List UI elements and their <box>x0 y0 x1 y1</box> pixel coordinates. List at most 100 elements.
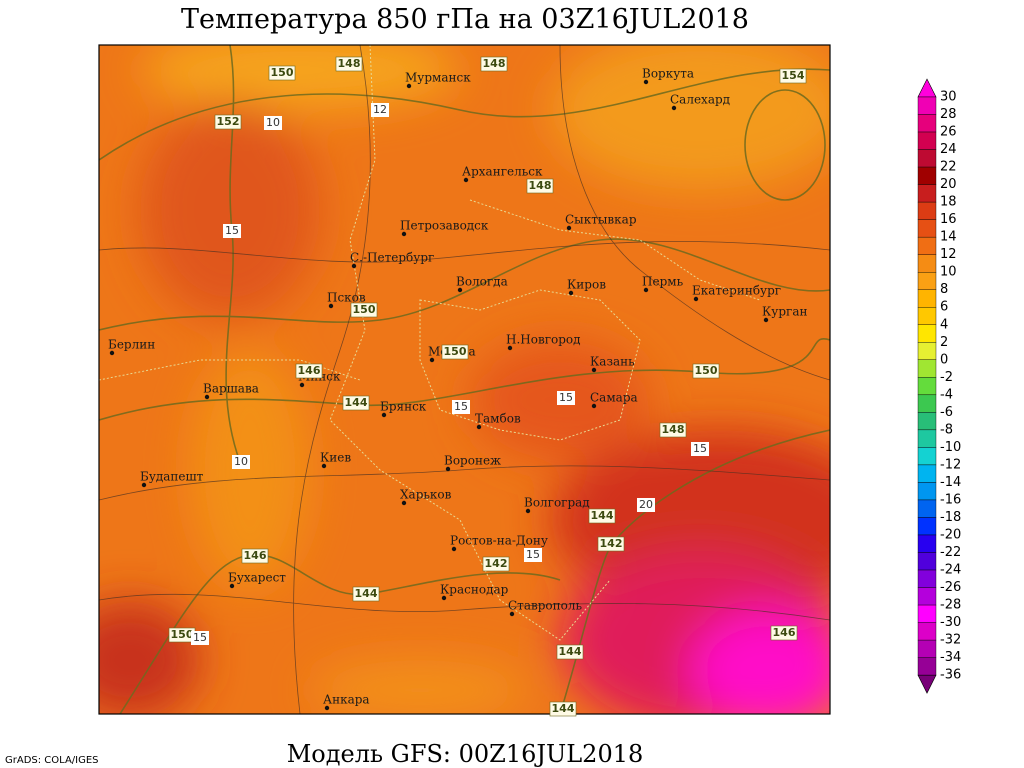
colorbar-band <box>917 289 937 308</box>
height-label: 150 <box>353 303 376 316</box>
height-label-box <box>692 363 720 379</box>
city-dot <box>591 367 597 373</box>
city-label: Самара <box>590 391 638 405</box>
height-label-box <box>268 65 296 81</box>
colorbar-band <box>917 342 937 360</box>
colorbar-tick-label: -6 <box>940 405 953 420</box>
city-label: Киров <box>567 278 606 292</box>
colorbar-tick-label: -34 <box>940 650 961 665</box>
city-dot <box>476 424 482 430</box>
height-label-box <box>597 536 625 552</box>
city-dot <box>525 508 531 514</box>
colorbar-band <box>917 517 937 536</box>
colorbar-tick-label: 30 <box>940 90 957 105</box>
city-dot <box>406 83 412 89</box>
colorbar-band <box>917 359 937 378</box>
colorbar-band <box>917 534 937 553</box>
colorbar-top-triangle <box>917 78 937 98</box>
city-dot <box>566 225 572 231</box>
city-dot <box>299 382 305 388</box>
colorbar-band <box>917 166 937 185</box>
colorbar-band <box>917 254 937 273</box>
city-label: Тамбов <box>475 412 521 426</box>
height-label-box <box>659 422 687 438</box>
height-label: 144 <box>559 645 582 658</box>
temperature-label: 15 <box>225 224 239 237</box>
colorbar-bottom-triangle <box>917 674 937 694</box>
colorbar-tick-label: -20 <box>940 528 961 543</box>
city-dot <box>204 394 210 400</box>
height-label-box <box>482 556 510 572</box>
colorbar-band <box>917 114 937 133</box>
temperature-label-box <box>264 116 282 130</box>
height-label-box <box>342 395 370 411</box>
colorbar-tick-label: 24 <box>940 142 957 157</box>
temperature-label: 15 <box>693 442 707 455</box>
colorbar-band <box>917 394 937 413</box>
city-dot <box>328 303 334 309</box>
city-dot <box>321 463 327 469</box>
colorbar-tick-label: 8 <box>940 282 948 297</box>
city-label: Петрозаводск <box>400 219 489 233</box>
height-label: 152 <box>217 115 240 128</box>
temperature-label-box <box>232 455 250 469</box>
colorbar-band <box>917 499 937 518</box>
city-label: Воронеж <box>444 454 501 468</box>
colorbar-tick-label: -4 <box>940 387 953 402</box>
colorbar-band <box>917 377 937 396</box>
city-label: Екатеринбург <box>692 284 781 298</box>
city-dot <box>441 595 447 601</box>
city-dot <box>451 546 457 552</box>
colorbar-band <box>917 569 937 588</box>
colorbar-tick-label: 28 <box>940 107 957 122</box>
city-label: Воркута <box>642 67 694 81</box>
model-caption: Модель GFS: 00Z16JUL2018 <box>287 740 644 768</box>
city-dot <box>324 705 330 711</box>
city-label: Псков <box>327 291 366 305</box>
colorbar-tick-label: -18 <box>940 510 961 525</box>
city-label: Н.Новгород <box>506 333 581 347</box>
height-label-box <box>480 56 508 72</box>
temperature-label: 15 <box>193 631 207 644</box>
colorbar-band <box>917 482 937 501</box>
city-dot <box>429 357 435 363</box>
colorbar-tick-label: 20 <box>940 177 957 192</box>
colorbar-band <box>917 622 937 641</box>
city-dot <box>445 466 451 472</box>
colorbar-tick-label: -16 <box>940 492 961 507</box>
height-label-box <box>352 586 380 602</box>
colorbar-tick-label: -12 <box>940 457 961 472</box>
colorbar-tick-label: -30 <box>940 615 961 630</box>
height-label: 150 <box>695 364 718 377</box>
colorbar-band <box>917 447 937 466</box>
colorbar-band <box>917 412 937 431</box>
height-label: 142 <box>485 557 508 570</box>
colorbar-tick-label: -2 <box>940 370 953 385</box>
colorbar-tick-label: 10 <box>940 265 957 280</box>
height-label: 148 <box>338 57 361 70</box>
city-dot <box>568 290 574 296</box>
temperature-label-box <box>637 498 655 512</box>
colorbar-band <box>917 587 937 606</box>
height-label-box <box>295 363 323 379</box>
height-label: 144 <box>552 702 575 715</box>
city-label: С.-Петербург <box>350 251 434 265</box>
city-label: Казань <box>590 355 635 369</box>
height-label: 150 <box>444 345 467 358</box>
height-label: 150 <box>171 628 194 641</box>
city-dot <box>381 412 387 418</box>
colorbar-tick-label: -24 <box>940 563 961 578</box>
colorbar-tick-label: -26 <box>940 580 961 595</box>
colorbar-band <box>917 201 937 220</box>
colorbar-band <box>917 639 937 658</box>
city-dot <box>693 296 699 302</box>
city-dot <box>509 611 515 617</box>
temperature-label: 12 <box>373 103 387 116</box>
city-dot <box>109 350 115 356</box>
city-dot <box>463 177 469 183</box>
colorbar-band <box>917 184 937 203</box>
colorbar-band <box>917 219 937 238</box>
height-label-box <box>241 548 269 564</box>
temperature-label-box <box>557 391 575 405</box>
